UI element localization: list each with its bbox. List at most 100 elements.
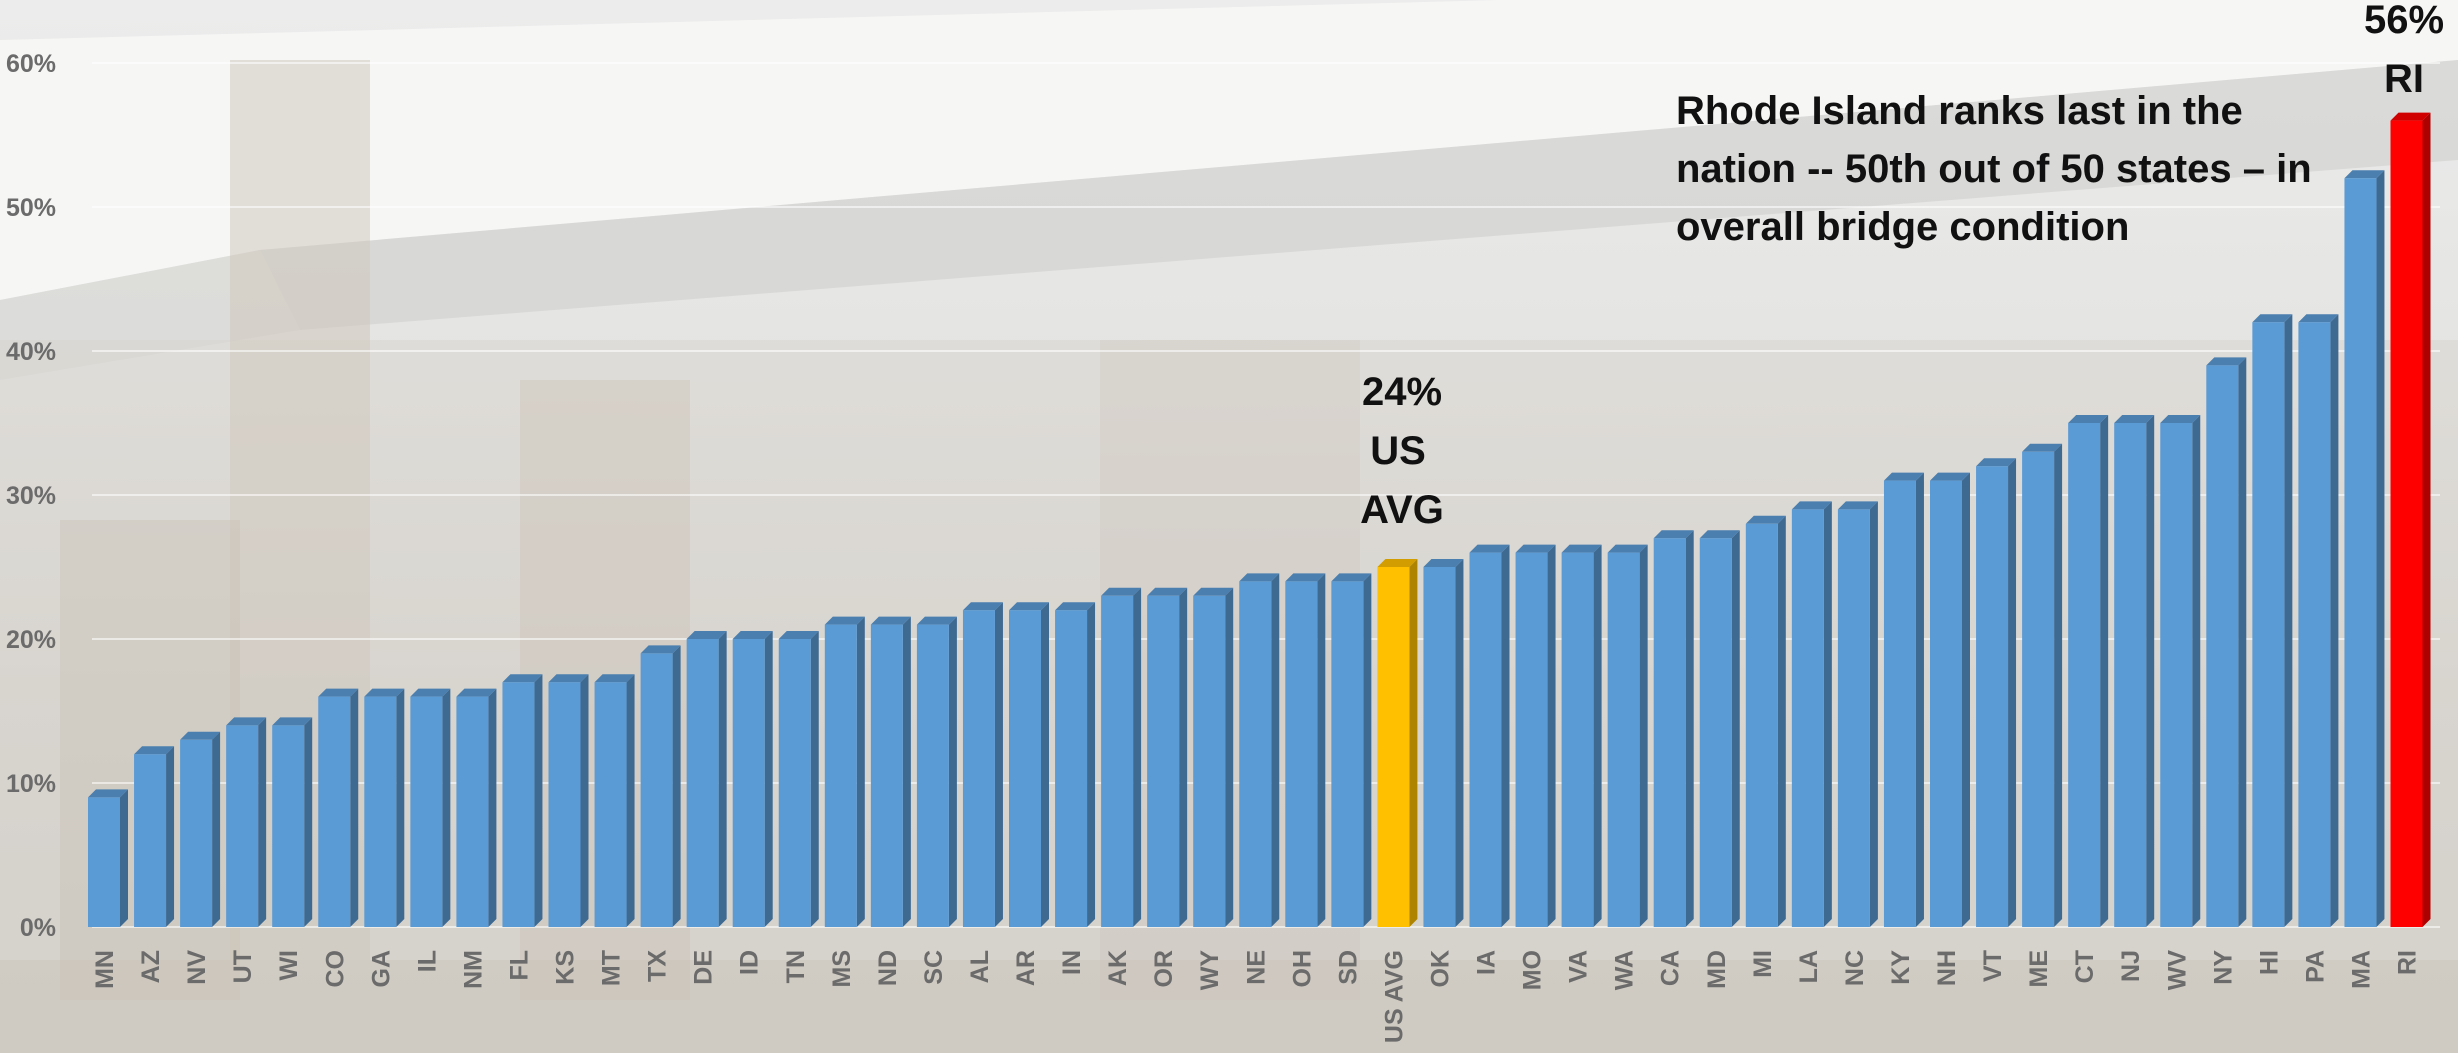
y-axis-tick-labels: 0% 10% 20% 30% 40% 50% 60% xyxy=(6,50,56,942)
x-category-label-nd: ND xyxy=(874,950,902,986)
ri-callout-label: RI xyxy=(2384,57,2424,101)
us-avg-callout: 24% US AVG xyxy=(1360,370,1444,532)
bar-ca xyxy=(1653,530,1694,927)
y-tick-label: 40% xyxy=(6,338,56,366)
bar-ok xyxy=(1423,559,1464,927)
x-category-label-vt: VT xyxy=(1979,950,2007,982)
bar-ut xyxy=(226,717,267,927)
x-category-label-us-avg: US AVG xyxy=(1380,950,1408,1043)
bar-fl xyxy=(502,674,543,927)
x-category-label-tn: TN xyxy=(782,950,810,983)
bar-ny xyxy=(2206,357,2247,927)
us-avg-callout-line1: US xyxy=(1370,429,1426,473)
y-tick-label: 10% xyxy=(6,770,56,798)
bar-mn xyxy=(88,789,128,927)
x-category-label-wy: WY xyxy=(1196,950,1224,991)
bar-mt xyxy=(594,674,635,927)
x-category-label-sd: SD xyxy=(1334,950,1362,985)
x-category-label-co: CO xyxy=(321,950,349,988)
x-category-label-de: DE xyxy=(690,950,718,985)
x-category-label-id: ID xyxy=(736,950,764,975)
bar-or xyxy=(1147,587,1188,927)
x-category-label-ak: AK xyxy=(1104,950,1132,986)
x-category-label-ct: CT xyxy=(2071,950,2099,983)
bar-ri xyxy=(2390,112,2431,928)
bar-wv xyxy=(2160,415,2201,927)
bar-nj xyxy=(2114,415,2155,927)
bar-ak xyxy=(1101,587,1142,927)
bar-wy xyxy=(1193,587,1234,927)
bar-il xyxy=(410,688,451,927)
x-category-label-ut: UT xyxy=(229,950,257,983)
bar-ga xyxy=(364,688,405,927)
y-tick-label: 0% xyxy=(20,914,56,942)
bar-va xyxy=(1561,544,1602,927)
x-category-label-wa: WA xyxy=(1611,950,1639,990)
ri-callout: 56% RI xyxy=(2364,0,2444,101)
bar-sc xyxy=(916,616,957,927)
bar-de xyxy=(686,631,727,927)
x-category-label-hi: HI xyxy=(2255,950,2283,975)
y-tick-label: 20% xyxy=(6,626,56,654)
bar-ct xyxy=(2068,415,2109,927)
x-category-label-wv: WV xyxy=(2163,950,2191,991)
rhode-island-annotation: Rhode Island ranks last in the nation --… xyxy=(1676,89,2312,249)
x-axis-category-labels: MN AZ NV UT WI CO GA IL NM FL KS MT TX DE ID TN MS ND SC AL… xyxy=(91,950,2422,1043)
x-category-label-az: AZ xyxy=(137,950,165,983)
x-category-label-ne: NE xyxy=(1242,950,1270,985)
x-category-label-tx: TX xyxy=(644,950,672,982)
x-category-label-ks: KS xyxy=(552,950,580,985)
bar-us-avg xyxy=(1377,559,1418,927)
y-tick-label: 50% xyxy=(6,194,56,222)
us-avg-callout-line2: AVG xyxy=(1360,488,1444,532)
bar-tx xyxy=(640,645,681,927)
bar-me xyxy=(2022,443,2063,927)
x-category-label-ms: MS xyxy=(828,950,856,988)
x-category-label-ok: OK xyxy=(1426,950,1454,988)
bar-id xyxy=(732,631,773,927)
x-category-label-sc: SC xyxy=(920,950,948,985)
x-category-label-ky: KY xyxy=(1887,950,1915,985)
bar-mi xyxy=(1745,515,1786,927)
x-category-label-il: IL xyxy=(413,950,441,972)
bars xyxy=(88,112,2431,928)
x-category-label-nm: NM xyxy=(459,950,487,989)
x-category-label-or: OR xyxy=(1150,950,1178,988)
bar-ma xyxy=(2344,170,2385,927)
x-category-label-me: ME xyxy=(2025,950,2053,988)
bar-ks xyxy=(548,674,589,927)
bar-nm xyxy=(456,688,497,927)
bar-vt xyxy=(1976,458,2017,927)
x-category-label-md: MD xyxy=(1703,950,1731,989)
bar-al xyxy=(962,602,1003,927)
bar-nd xyxy=(870,616,911,927)
bar-nv xyxy=(180,731,221,927)
bar-pa xyxy=(2298,314,2339,927)
x-category-label-nj: NJ xyxy=(2117,950,2145,982)
bar-ar xyxy=(1009,602,1049,927)
x-category-label-ri: RI xyxy=(2394,950,2422,975)
bar-sd xyxy=(1331,573,1372,927)
bar-wa xyxy=(1607,544,1648,927)
x-category-label-pa: PA xyxy=(2301,950,2329,983)
x-category-label-mn: MN xyxy=(91,950,119,989)
us-avg-callout-value: 24% xyxy=(1362,370,1442,414)
bar-mo xyxy=(1515,544,1556,927)
bar-ms xyxy=(824,616,865,927)
bar-co xyxy=(318,688,359,927)
y-tick-label: 60% xyxy=(6,50,56,78)
bar-ia xyxy=(1469,544,1510,927)
x-category-label-ca: CA xyxy=(1657,950,1685,986)
bar-nc xyxy=(1837,501,1878,927)
bar-tn xyxy=(778,631,819,927)
bar-oh xyxy=(1285,573,1326,927)
bar-md xyxy=(1699,530,1740,927)
x-category-label-ma: MA xyxy=(2347,950,2375,989)
x-category-label-wi: WI xyxy=(275,950,303,981)
x-category-label-al: AL xyxy=(966,950,994,983)
bar-nh xyxy=(1930,472,1970,927)
x-category-label-in: IN xyxy=(1058,950,1086,975)
x-category-label-ar: AR xyxy=(1012,950,1040,986)
